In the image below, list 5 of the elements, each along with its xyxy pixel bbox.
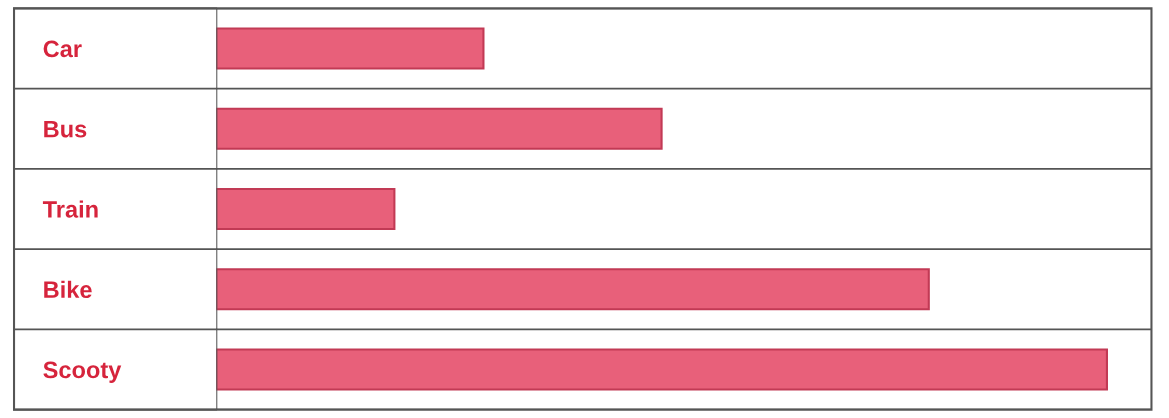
y-tick-label: Bus xyxy=(44,121,87,138)
y-tick-label: Train xyxy=(42,200,98,218)
y-tick-label: Car xyxy=(43,40,82,58)
y-tick-label: Bike xyxy=(44,280,92,299)
y-tick-label: Scooty xyxy=(43,361,122,383)
